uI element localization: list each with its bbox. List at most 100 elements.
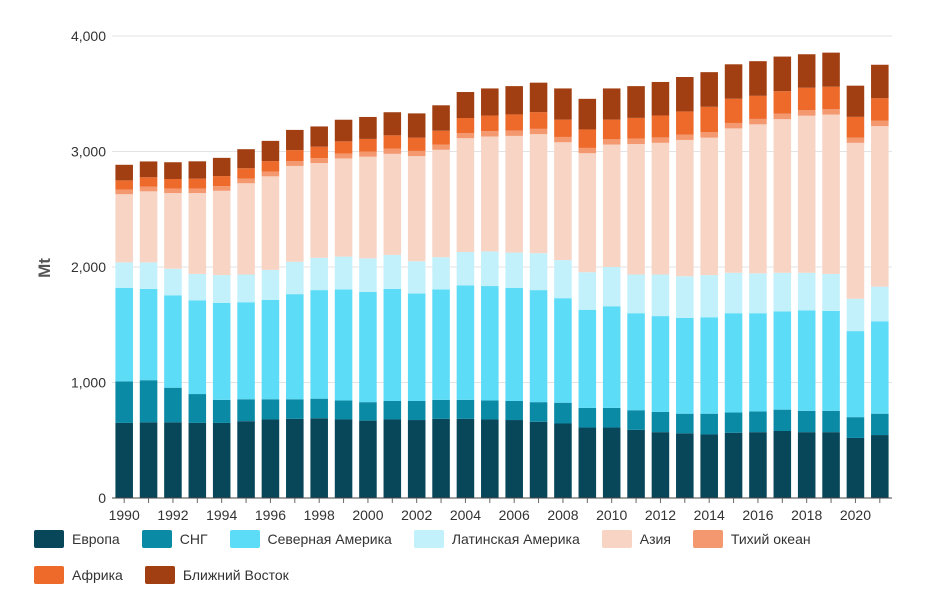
bar-segment[interactable]	[846, 142, 865, 299]
bar-segment[interactable]	[237, 302, 255, 400]
bar-segment[interactable]	[334, 153, 353, 159]
bar-segment[interactable]	[139, 177, 158, 187]
bar-segment[interactable]	[749, 61, 767, 96]
legend-item[interactable]: Азия	[601, 528, 671, 550]
bar-segment[interactable]	[481, 88, 499, 116]
bar-segment[interactable]	[724, 128, 743, 273]
bar-segment[interactable]	[359, 402, 377, 421]
bar-segment[interactable]	[602, 267, 621, 307]
bar-segment[interactable]	[602, 306, 621, 408]
bar-segment[interactable]	[554, 260, 572, 299]
bar-segment[interactable]	[383, 112, 402, 136]
bar-segment[interactable]	[846, 437, 865, 498]
bar-segment[interactable]	[651, 137, 670, 143]
bar-segment[interactable]	[334, 119, 353, 142]
bar-segment[interactable]	[822, 310, 840, 411]
bar-segment[interactable]	[602, 407, 621, 428]
bar-segment[interactable]	[456, 285, 475, 400]
bar-segment[interactable]	[846, 116, 865, 138]
bar-segment[interactable]	[481, 286, 499, 401]
bar-segment[interactable]	[554, 142, 572, 261]
bar-segment[interactable]	[773, 409, 792, 432]
bar-segment[interactable]	[212, 186, 231, 191]
bar-segment[interactable]	[359, 291, 377, 403]
bar-segment[interactable]	[164, 162, 182, 179]
bar-segment[interactable]	[481, 419, 499, 498]
bar-segment[interactable]	[164, 422, 182, 498]
bar-segment[interactable]	[651, 142, 670, 275]
bar-segment[interactable]	[359, 116, 377, 139]
bar-segment[interactable]	[188, 394, 207, 423]
bar-segment[interactable]	[407, 150, 426, 157]
bar-segment[interactable]	[310, 418, 328, 498]
bar-segment[interactable]	[724, 432, 743, 498]
bar-segment[interactable]	[676, 413, 694, 434]
bar-segment[interactable]	[871, 126, 889, 287]
bar-segment[interactable]	[627, 429, 645, 498]
bar-segment[interactable]	[456, 92, 475, 119]
bar-segment[interactable]	[456, 138, 475, 252]
bar-segment[interactable]	[383, 288, 402, 401]
bar-segment[interactable]	[212, 302, 231, 400]
bar-segment[interactable]	[700, 275, 718, 318]
bar-segment[interactable]	[188, 193, 207, 274]
bar-segment[interactable]	[846, 417, 865, 438]
bar-segment[interactable]	[529, 290, 548, 403]
bar-segment[interactable]	[871, 64, 889, 99]
bar-segment[interactable]	[700, 132, 718, 138]
bar-segment[interactable]	[383, 400, 402, 420]
bar-segment[interactable]	[627, 410, 645, 430]
bar-segment[interactable]	[481, 400, 499, 420]
bar-segment[interactable]	[261, 269, 280, 300]
bar-segment[interactable]	[432, 399, 450, 419]
bar-segment[interactable]	[359, 151, 377, 157]
bar-segment[interactable]	[871, 98, 889, 121]
bar-segment[interactable]	[627, 86, 645, 118]
bar-segment[interactable]	[578, 129, 597, 148]
bar-segment[interactable]	[212, 275, 231, 303]
bar-segment[interactable]	[407, 400, 426, 421]
bar-segment[interactable]	[529, 402, 548, 422]
bar-segment[interactable]	[505, 400, 523, 421]
bar-segment[interactable]	[822, 109, 840, 115]
bar-segment[interactable]	[749, 313, 767, 412]
bar-segment[interactable]	[286, 399, 304, 419]
bar-segment[interactable]	[578, 98, 597, 130]
bar-segment[interactable]	[237, 399, 255, 422]
bar-segment[interactable]	[432, 149, 450, 258]
bar-segment[interactable]	[724, 64, 743, 99]
bar-segment[interactable]	[529, 134, 548, 254]
bar-segment[interactable]	[212, 190, 231, 276]
bar-segment[interactable]	[846, 331, 865, 418]
bar-segment[interactable]	[554, 423, 572, 498]
bar-segment[interactable]	[749, 432, 767, 498]
bar-segment[interactable]	[578, 272, 597, 310]
bar-segment[interactable]	[627, 274, 645, 314]
bar-segment[interactable]	[261, 161, 280, 172]
bar-segment[interactable]	[871, 435, 889, 498]
bar-segment[interactable]	[139, 422, 158, 498]
bar-segment[interactable]	[481, 136, 499, 252]
bar-segment[interactable]	[529, 128, 548, 135]
bar-segment[interactable]	[286, 129, 304, 151]
bar-segment[interactable]	[188, 188, 207, 194]
bar-segment[interactable]	[846, 85, 865, 117]
bar-segment[interactable]	[773, 311, 792, 410]
bar-segment[interactable]	[334, 141, 353, 154]
bar-segment[interactable]	[797, 410, 816, 433]
bar-segment[interactable]	[310, 290, 328, 399]
bar-segment[interactable]	[505, 114, 523, 131]
bar-segment[interactable]	[237, 421, 255, 498]
bar-segment[interactable]	[212, 157, 231, 177]
bar-segment[interactable]	[773, 91, 792, 114]
bar-segment[interactable]	[797, 110, 816, 116]
bar-segment[interactable]	[529, 82, 548, 113]
bar-segment[interactable]	[627, 143, 645, 275]
bar-segment[interactable]	[261, 171, 280, 177]
bar-segment[interactable]	[237, 149, 255, 169]
bar-segment[interactable]	[139, 288, 158, 381]
bar-segment[interactable]	[407, 293, 426, 401]
bar-segment[interactable]	[456, 251, 475, 286]
bar-segment[interactable]	[310, 158, 328, 164]
bar-segment[interactable]	[602, 427, 621, 498]
